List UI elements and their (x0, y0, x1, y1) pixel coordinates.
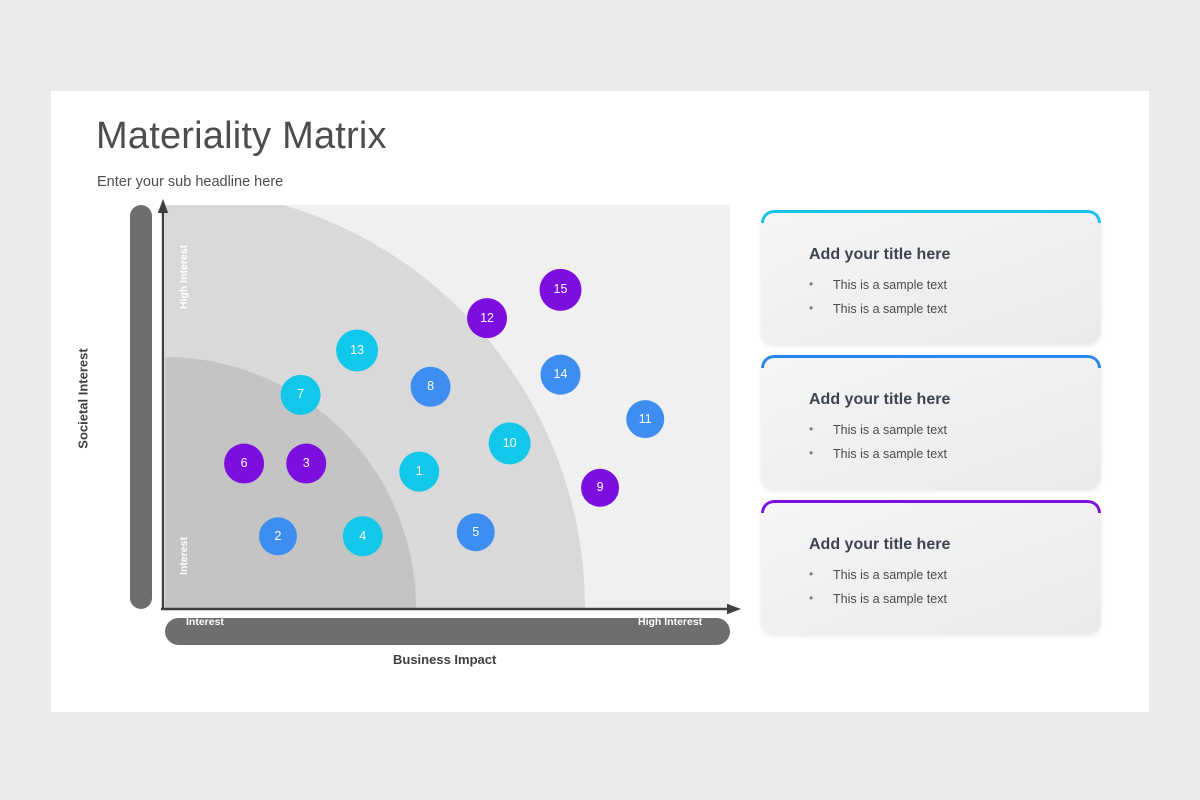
bubble-12[interactable] (467, 298, 508, 339)
x-axis-title: Business Impact (393, 652, 497, 667)
chart-canvas (130, 199, 741, 645)
card-title: Add your title here (809, 391, 951, 408)
card-title: Add your title here (809, 246, 951, 263)
card-bullet-item: This is a sample text (809, 277, 947, 292)
page-title: Materiality Matrix (96, 115, 387, 157)
x-axis-high-label: High Interest (638, 616, 703, 628)
info-card[interactable]: Add your title here This is a sample text… (761, 355, 1101, 489)
bubble-3[interactable] (286, 443, 327, 484)
card-bullet-item: This is a sample text (809, 446, 947, 461)
bubble-8[interactable] (410, 366, 451, 407)
card-bullet-list: This is a sample text This is a sample te… (809, 277, 947, 326)
bubble-13[interactable] (336, 329, 379, 372)
page-subtitle: Enter your sub headline here (97, 174, 284, 190)
materiality-matrix-chart: Societal Interest Business Impact High I… (51, 91, 811, 712)
bubble-10[interactable] (488, 422, 531, 465)
card-bullet-list: This is a sample text This is a sample te… (809, 567, 947, 616)
card-bullet-list: This is a sample text This is a sample te… (809, 422, 947, 471)
card-bullet-item: This is a sample text (809, 591, 947, 606)
bubble-11[interactable] (626, 400, 665, 439)
card-bullet-item: This is a sample text (809, 567, 947, 582)
bubble-4[interactable] (342, 516, 383, 557)
x-axis-low-label: Interest (186, 616, 224, 628)
bubble-14[interactable] (540, 354, 581, 395)
axis-lines (157, 199, 741, 615)
info-card[interactable]: Add your title here This is a sample text… (761, 210, 1101, 344)
bubble-5[interactable] (456, 513, 495, 552)
y-axis-scale-pill (130, 205, 152, 609)
bubble-2[interactable] (259, 517, 297, 556)
bubble-group (224, 268, 665, 557)
card-bullet-item: This is a sample text (809, 422, 947, 437)
card-bullet-item: This is a sample text (809, 301, 947, 316)
bubble-7[interactable] (280, 374, 321, 415)
info-card-list: Add your title here This is a sample text… (761, 210, 1106, 645)
card-accent-bar (761, 500, 1101, 513)
slide-canvas: Materiality Matrix Enter your sub headli… (51, 91, 1149, 712)
card-title: Add your title here (809, 536, 951, 553)
bubble-6[interactable] (224, 443, 265, 484)
bubble-9[interactable] (581, 468, 620, 507)
y-axis-high-label: High Interest (178, 244, 190, 310)
card-accent-bar (761, 355, 1101, 368)
y-axis-title: Societal Interest (75, 348, 91, 449)
bubble-15[interactable] (539, 268, 582, 311)
bubble-1[interactable] (399, 451, 440, 492)
card-accent-bar (761, 210, 1101, 223)
info-card[interactable]: Add your title here This is a sample text… (761, 500, 1101, 634)
x-axis-scale-pill (165, 618, 730, 645)
y-axis-low-label: Interest (178, 537, 190, 575)
